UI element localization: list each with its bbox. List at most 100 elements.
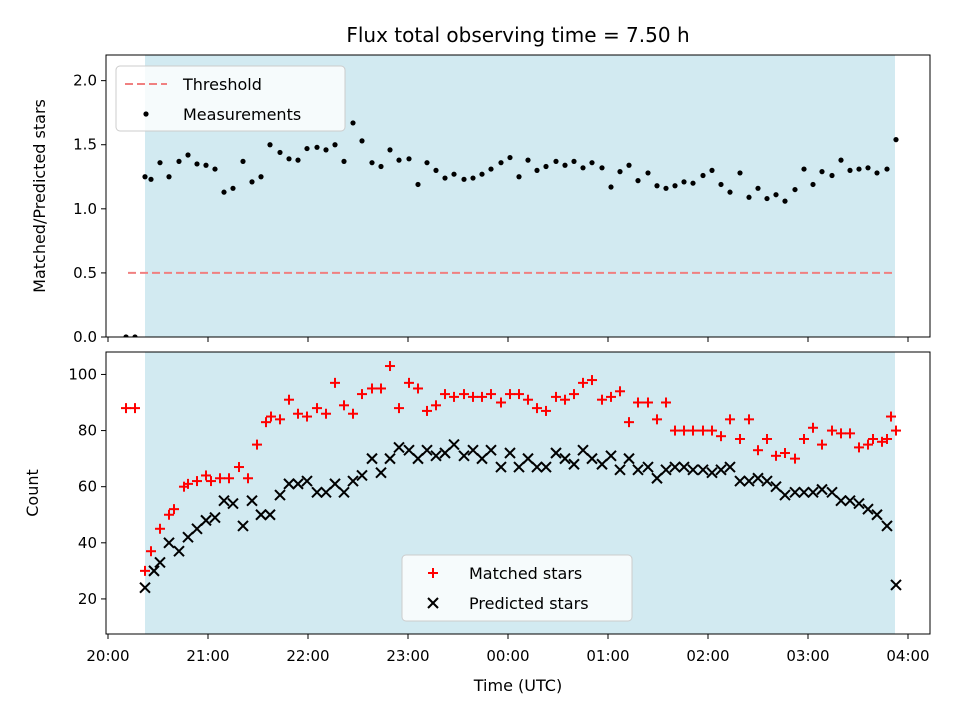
matched-star-marker bbox=[505, 389, 515, 400]
matched-star-marker bbox=[206, 476, 216, 487]
ratio-y-tick-label: 0.5 bbox=[73, 264, 97, 282]
legend-matched-label: Matched stars bbox=[469, 564, 582, 583]
matched-star-markers bbox=[121, 361, 901, 576]
matched-star-marker bbox=[670, 425, 680, 436]
matched-star-marker bbox=[261, 417, 271, 428]
measurement-point bbox=[369, 160, 375, 166]
predicted-star-marker bbox=[191, 523, 203, 535]
measurement-points bbox=[123, 120, 899, 337]
measurement-point bbox=[176, 158, 182, 164]
count-y-tick-label: 80 bbox=[78, 422, 97, 440]
count-legend-box bbox=[401, 554, 633, 622]
matched-star-marker bbox=[707, 425, 717, 436]
predicted-star-marker bbox=[485, 444, 497, 456]
predicted-star-marker bbox=[890, 579, 902, 591]
predicted-star-marker bbox=[862, 503, 874, 515]
ratio-y-tick-label: 2.0 bbox=[73, 72, 97, 90]
predicted-star-marker bbox=[495, 461, 507, 473]
predicted-star-marker bbox=[761, 475, 773, 487]
predicted-star-marker bbox=[421, 444, 433, 456]
matched-star-marker bbox=[532, 403, 542, 414]
matched-star-marker bbox=[624, 417, 634, 428]
predicted-star-marker bbox=[338, 486, 350, 499]
predicted-star-marker bbox=[311, 486, 323, 499]
matched-star-marker bbox=[780, 448, 790, 459]
predicted-star-marker bbox=[430, 450, 442, 462]
measurement-point bbox=[534, 167, 540, 173]
predicted-star-marker bbox=[844, 495, 856, 507]
predicted-star-marker bbox=[366, 452, 378, 465]
matched-star-marker bbox=[140, 565, 150, 576]
matched-star-marker bbox=[523, 394, 533, 405]
predicted-star-marker bbox=[347, 475, 359, 487]
matched-star-marker bbox=[882, 433, 892, 444]
measurement-point bbox=[221, 189, 227, 195]
count-y-tick-label: 60 bbox=[78, 478, 97, 496]
measurement-point bbox=[470, 175, 476, 181]
ratio-y-axis-label: Matched/Predicted stars bbox=[30, 99, 49, 293]
matched-star-marker bbox=[385, 361, 395, 372]
predicted-star-marker bbox=[218, 495, 230, 507]
measurement-point bbox=[681, 179, 687, 185]
predicted-star-marker bbox=[623, 452, 635, 465]
x-tick-label: 23:00 bbox=[386, 647, 429, 665]
count-y-tick-label: 100 bbox=[68, 365, 97, 383]
matched-star-marker bbox=[215, 473, 225, 484]
matched-star-marker bbox=[735, 433, 745, 444]
ratio-legend-box bbox=[115, 65, 346, 132]
measurement-point bbox=[516, 174, 522, 180]
matched-star-marker bbox=[394, 403, 404, 414]
matched-star-marker bbox=[243, 473, 253, 484]
predicted-star-marker bbox=[329, 478, 341, 490]
measurement-point bbox=[847, 167, 853, 173]
predicted-star-marker bbox=[651, 472, 663, 484]
predicted-star-marker bbox=[393, 441, 405, 454]
matched-star-marker bbox=[367, 383, 377, 394]
matched-star-marker bbox=[615, 386, 625, 397]
ratio-y-ticks: 0.0 0.5 1.0 1.5 2.0 bbox=[73, 72, 106, 346]
measurement-point bbox=[166, 174, 172, 180]
ratio-x-ticks bbox=[107, 337, 909, 342]
predicted-star-marker bbox=[678, 461, 690, 473]
measurement-point bbox=[589, 160, 595, 166]
matched-star-marker bbox=[587, 375, 597, 386]
matched-star-marker bbox=[266, 411, 276, 422]
measurement-point bbox=[654, 183, 660, 189]
measurement-point bbox=[755, 185, 761, 191]
matched-star-marker bbox=[836, 428, 846, 439]
predicted-star-marker bbox=[605, 450, 617, 462]
measurement-point bbox=[433, 167, 439, 173]
matched-star-marker bbox=[817, 439, 827, 450]
predicted-star-marker bbox=[264, 509, 276, 521]
predicted-star-marker bbox=[642, 461, 654, 473]
measurement-point bbox=[829, 172, 835, 179]
ratio-y-tick-label: 1.0 bbox=[73, 200, 97, 218]
matched-star-marker bbox=[827, 425, 837, 436]
matched-star-marker bbox=[312, 403, 322, 414]
matched-star-marker bbox=[578, 377, 588, 388]
matched-star-marker bbox=[652, 414, 662, 425]
matched-star-marker bbox=[688, 425, 698, 436]
matched-star-marker bbox=[252, 439, 262, 450]
x-tick-label: 04:00 bbox=[886, 647, 929, 665]
matched-star-marker bbox=[284, 394, 294, 405]
measurement-point bbox=[819, 169, 825, 175]
matched-star-marker bbox=[679, 425, 689, 436]
x-tick-label: 21:00 bbox=[186, 647, 229, 665]
matched-star-marker bbox=[597, 394, 607, 405]
matched-star-marker bbox=[486, 389, 496, 400]
predicted-star-marker bbox=[458, 450, 470, 462]
count-y-ticks: 20 40 60 80 100 bbox=[68, 365, 106, 608]
predicted-star-marker bbox=[148, 565, 160, 577]
matched-star-marker bbox=[330, 377, 340, 388]
matched-star-marker bbox=[146, 546, 156, 557]
count-y-tick-label: 20 bbox=[78, 590, 97, 608]
measurement-point bbox=[194, 161, 200, 167]
measurement-point bbox=[203, 162, 209, 168]
measurement-point bbox=[415, 181, 421, 188]
predicted-star-marker bbox=[301, 475, 313, 487]
measurement-point bbox=[663, 185, 669, 191]
predicted-star-marker bbox=[632, 464, 644, 476]
matched-star-marker bbox=[606, 391, 616, 402]
legend-matched-swatch bbox=[428, 568, 438, 578]
